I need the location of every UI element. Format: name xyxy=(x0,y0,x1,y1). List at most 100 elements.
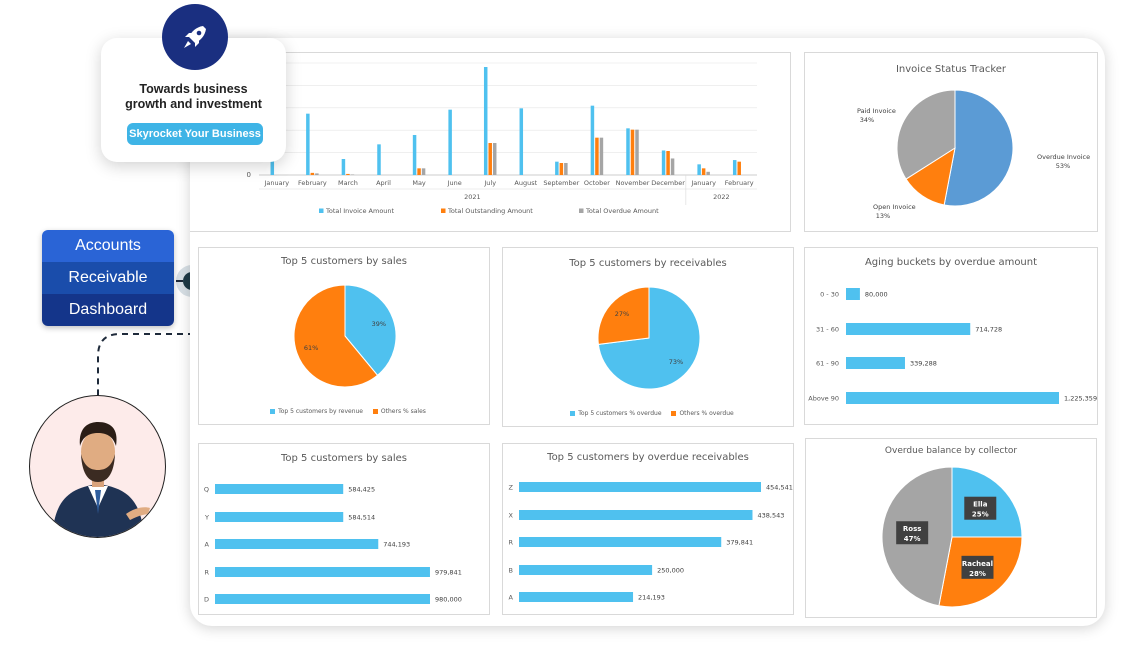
tick-label-x: February xyxy=(725,179,754,187)
bar xyxy=(595,137,599,175)
bar xyxy=(626,128,630,175)
tick-label-y: B xyxy=(509,567,513,575)
bar xyxy=(519,108,524,175)
tick-label-x: March xyxy=(338,179,358,187)
chart-legend: Top 5 customers % overdue Others % overd… xyxy=(503,410,793,417)
bar-value-label: 379,841 xyxy=(726,539,753,547)
pie-slice xyxy=(597,286,650,345)
legend-label: Total Overdue Amount xyxy=(585,207,659,215)
bar xyxy=(421,168,426,175)
pie-slice xyxy=(943,89,1014,207)
legend-swatch xyxy=(441,208,446,213)
bar xyxy=(559,163,564,175)
pie-slice xyxy=(896,89,956,180)
slice-label-box xyxy=(964,496,997,520)
bar xyxy=(215,567,430,577)
bar xyxy=(666,151,670,175)
tick-label-y: A xyxy=(205,541,210,549)
tick-label-y: X xyxy=(509,512,514,520)
bar xyxy=(697,164,701,175)
bar xyxy=(315,173,319,175)
legend-label: Total Invoice Amount xyxy=(325,207,395,215)
receivables-pie-panel: Top 5 customers by receivables 73% 27% To… xyxy=(502,247,794,427)
tick-label-y: R xyxy=(204,569,209,577)
bar-value-label: 980,000 xyxy=(435,596,462,604)
bar xyxy=(846,323,971,335)
collector-panel: Overdue balance by collector Ella 25% Rach… xyxy=(805,438,1097,618)
promo-card: Towards business growth and investment S… xyxy=(101,38,286,162)
slice-value: 27% xyxy=(615,310,629,318)
promo-title-line: growth and investment xyxy=(125,97,262,111)
slice-value: 28% xyxy=(969,570,986,578)
tick-label-y: Q xyxy=(204,486,209,494)
slice-value: 61% xyxy=(304,344,318,352)
slice-value: 47% xyxy=(904,535,921,543)
monthly-chart-panel: 0 January February March April May June July Aug… xyxy=(190,52,791,232)
tick-label-y: 61 - 90 xyxy=(816,360,839,368)
chart-title: Overdue balance by collector xyxy=(884,446,1018,456)
overdue-bar-panel: Top 5 customers by overdue receivables Z… xyxy=(502,443,794,615)
skyrocket-button[interactable]: Skyrocket Your Business xyxy=(127,123,263,145)
slice-value: 53% xyxy=(1056,162,1070,170)
bar xyxy=(555,161,559,175)
bar xyxy=(306,113,310,175)
tick-label-y: 0 xyxy=(247,171,251,179)
legend-swatch xyxy=(372,409,378,414)
businessman-avatar-icon xyxy=(29,395,166,538)
bar xyxy=(412,135,417,175)
bar xyxy=(350,174,355,175)
bar xyxy=(732,160,737,175)
bar xyxy=(599,137,604,175)
bar xyxy=(706,171,710,175)
bar-value-label: 250,000 xyxy=(657,567,684,575)
tick-label-y: R xyxy=(508,539,513,547)
bar-value-label: 1,225,359 xyxy=(1064,395,1097,403)
bar xyxy=(215,539,379,549)
bar xyxy=(492,143,497,175)
slice-label-box xyxy=(961,555,994,579)
bar xyxy=(215,484,344,494)
bar xyxy=(564,163,568,175)
bar xyxy=(519,537,722,547)
bar xyxy=(590,105,595,175)
bar-value-label: 339,288 xyxy=(910,360,937,368)
bar-value-label: 744,193 xyxy=(383,541,410,549)
rocket-icon xyxy=(162,4,228,70)
legend-label: Top 5 customers % overdue xyxy=(578,410,662,417)
bar xyxy=(701,168,706,175)
bar xyxy=(519,510,753,520)
chart-title: Top 5 customers by sales xyxy=(281,453,407,464)
bar xyxy=(846,357,905,369)
tick-label-x: December xyxy=(651,179,685,187)
bar xyxy=(377,144,381,175)
label-accounts: Accounts xyxy=(42,230,174,262)
dashboard-board: 0 January February March April May June July Aug… xyxy=(190,38,1105,626)
slice-label-box xyxy=(896,521,929,545)
bar xyxy=(846,288,860,300)
slice-label: Racheal xyxy=(962,560,993,568)
bar xyxy=(346,173,350,175)
bar-value-label: 714,728 xyxy=(975,326,1002,334)
group-label: 2022 xyxy=(713,193,730,201)
bar xyxy=(270,159,275,175)
sales-pie-chart: 39% 61% xyxy=(293,284,397,388)
bar-value-label: 454,541 xyxy=(766,484,793,492)
tick-label-y: Z xyxy=(509,484,514,492)
bar xyxy=(215,594,430,604)
bar-value-label: 979,841 xyxy=(435,569,462,577)
legend-swatch xyxy=(671,411,677,416)
slice-value: 25% xyxy=(972,511,989,519)
bar xyxy=(670,158,675,175)
bar xyxy=(661,150,666,175)
tick-label-x: January xyxy=(263,179,289,187)
label-dashboard: Dashboard xyxy=(42,294,174,326)
legend-swatch xyxy=(270,409,276,414)
monthly-invoice-chart: 0 January February March April May June July Aug… xyxy=(247,62,757,215)
tick-label-x: July xyxy=(483,179,496,187)
slice-value: 34% xyxy=(860,116,874,124)
bar xyxy=(630,129,635,175)
chart-title: Top 5 customers by overdue receivables xyxy=(547,452,749,463)
legend-swatch xyxy=(319,208,324,213)
